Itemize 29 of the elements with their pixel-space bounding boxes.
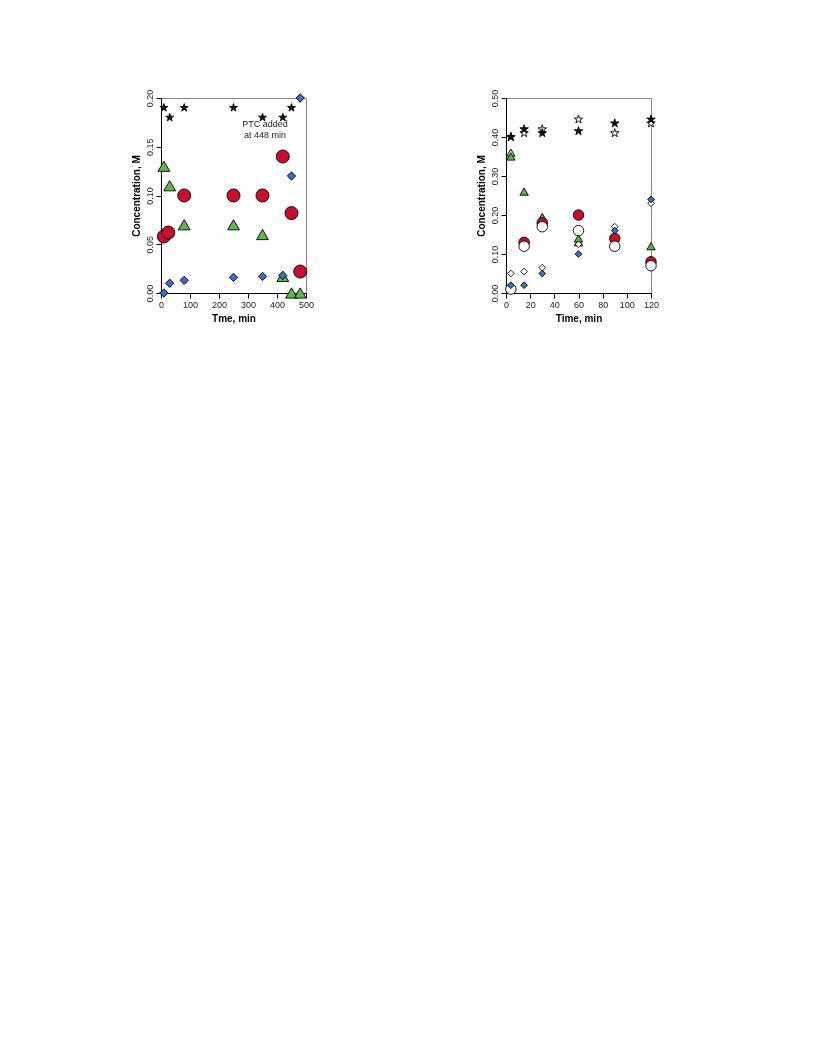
x-tick-label: 300 [240,299,257,310]
x-tick-label: 400 [269,299,286,310]
y-tick-label: 0.20 [489,206,500,225]
y-tick-label: 0.40 [489,128,500,147]
x-tick-label: 200 [211,299,228,310]
x-tick-label: 0 [503,299,510,310]
y-tick-label: 0.30 [489,167,500,186]
x-tick-label: 60 [573,299,585,310]
y-tick-label: 0.10 [144,187,155,205]
y-tick-label: 0.15 [144,138,155,157]
x-tick-label: 100 [182,299,199,310]
y-axis-title: Concentration, M [130,155,142,237]
y-tick-label: 0.20 [144,89,155,108]
y-tick-label: 0.50 [489,89,500,108]
y-tick-label: 0.10 [489,245,500,264]
x-tick-label: 0 [158,299,165,310]
x-tick-label: 100 [619,299,635,310]
x-tick-label: 120 [643,299,660,310]
y-tick-label: 0.00 [489,284,500,303]
x-tick-label: 500 [298,299,315,310]
x-tick-label: 20 [525,299,536,310]
y-tick-label: 0.05 [144,235,155,254]
x-axis-title: Tme, min [212,312,256,324]
x-tick-label: 80 [598,299,609,310]
y-axis-title: Concentration, M [475,155,487,237]
y-tick-label: 0.00 [144,284,155,303]
annotation: PTC added at 448 min [242,119,288,140]
x-tick-label: 40 [549,299,560,310]
x-axis-title: Time, min [555,312,603,324]
